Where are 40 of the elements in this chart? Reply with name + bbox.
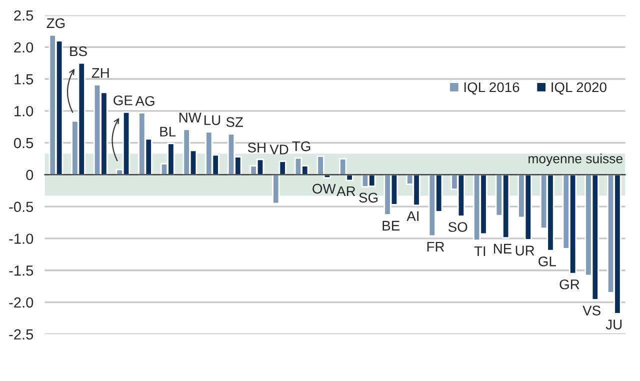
y-tick-label: 0.5	[14, 138, 34, 148]
x-tick-label: FR	[427, 242, 444, 252]
y-tick-label: -1.5	[9, 266, 34, 276]
x-tick-label: NW	[179, 112, 202, 122]
y-tick-label: 1.0	[14, 106, 34, 116]
x-tick-label: SO	[448, 222, 468, 232]
y-tick-label: -1.0	[9, 234, 34, 244]
x-tick-label: BE	[382, 220, 400, 230]
x-tick-label: BL	[160, 126, 176, 136]
x-tick-label: VS	[582, 306, 600, 316]
x-tick-label: OW	[312, 184, 336, 194]
x-tick-label: SZ	[226, 117, 244, 127]
x-tick-label: UR	[516, 246, 534, 256]
x-tick-label: GR	[560, 279, 580, 290]
y-tick-label: -0.5	[9, 202, 34, 212]
y-tick-label: 0	[26, 170, 34, 180]
y-tick-label: 2.5	[14, 10, 34, 21]
legend-label: IQL 2016	[464, 82, 520, 95]
x-tick-label: NE	[494, 244, 512, 254]
x-tick-label: LU	[204, 115, 220, 126]
band-label: moyenne suisse	[528, 154, 622, 166]
x-tick-label: GE	[114, 95, 132, 106]
x-tick-label: SH	[248, 142, 266, 152]
x-tick-label: JU	[606, 320, 622, 330]
legend-label: IQL 2020	[552, 82, 606, 95]
y-tick-label: 2.0	[14, 42, 34, 53]
x-tick-label: BS	[70, 46, 87, 56]
x-tick-label: GL	[538, 256, 556, 266]
y-tick-label: -2.0	[9, 297, 34, 308]
x-tick-label: ZG	[46, 18, 65, 28]
x-tick-label: TG	[292, 141, 310, 152]
x-tick-label: TI	[474, 246, 486, 256]
x-tick-label: VD	[270, 144, 288, 154]
x-tick-label: AG	[135, 96, 154, 106]
y-tick-label: 1.5	[14, 74, 34, 84]
x-tick-label: AI	[406, 211, 418, 221]
y-tick-label: -2.5	[9, 329, 34, 340]
x-tick-label: ZH	[92, 68, 109, 78]
x-tick-label: AR	[336, 186, 356, 196]
x-tick-label: SG	[359, 192, 378, 203]
